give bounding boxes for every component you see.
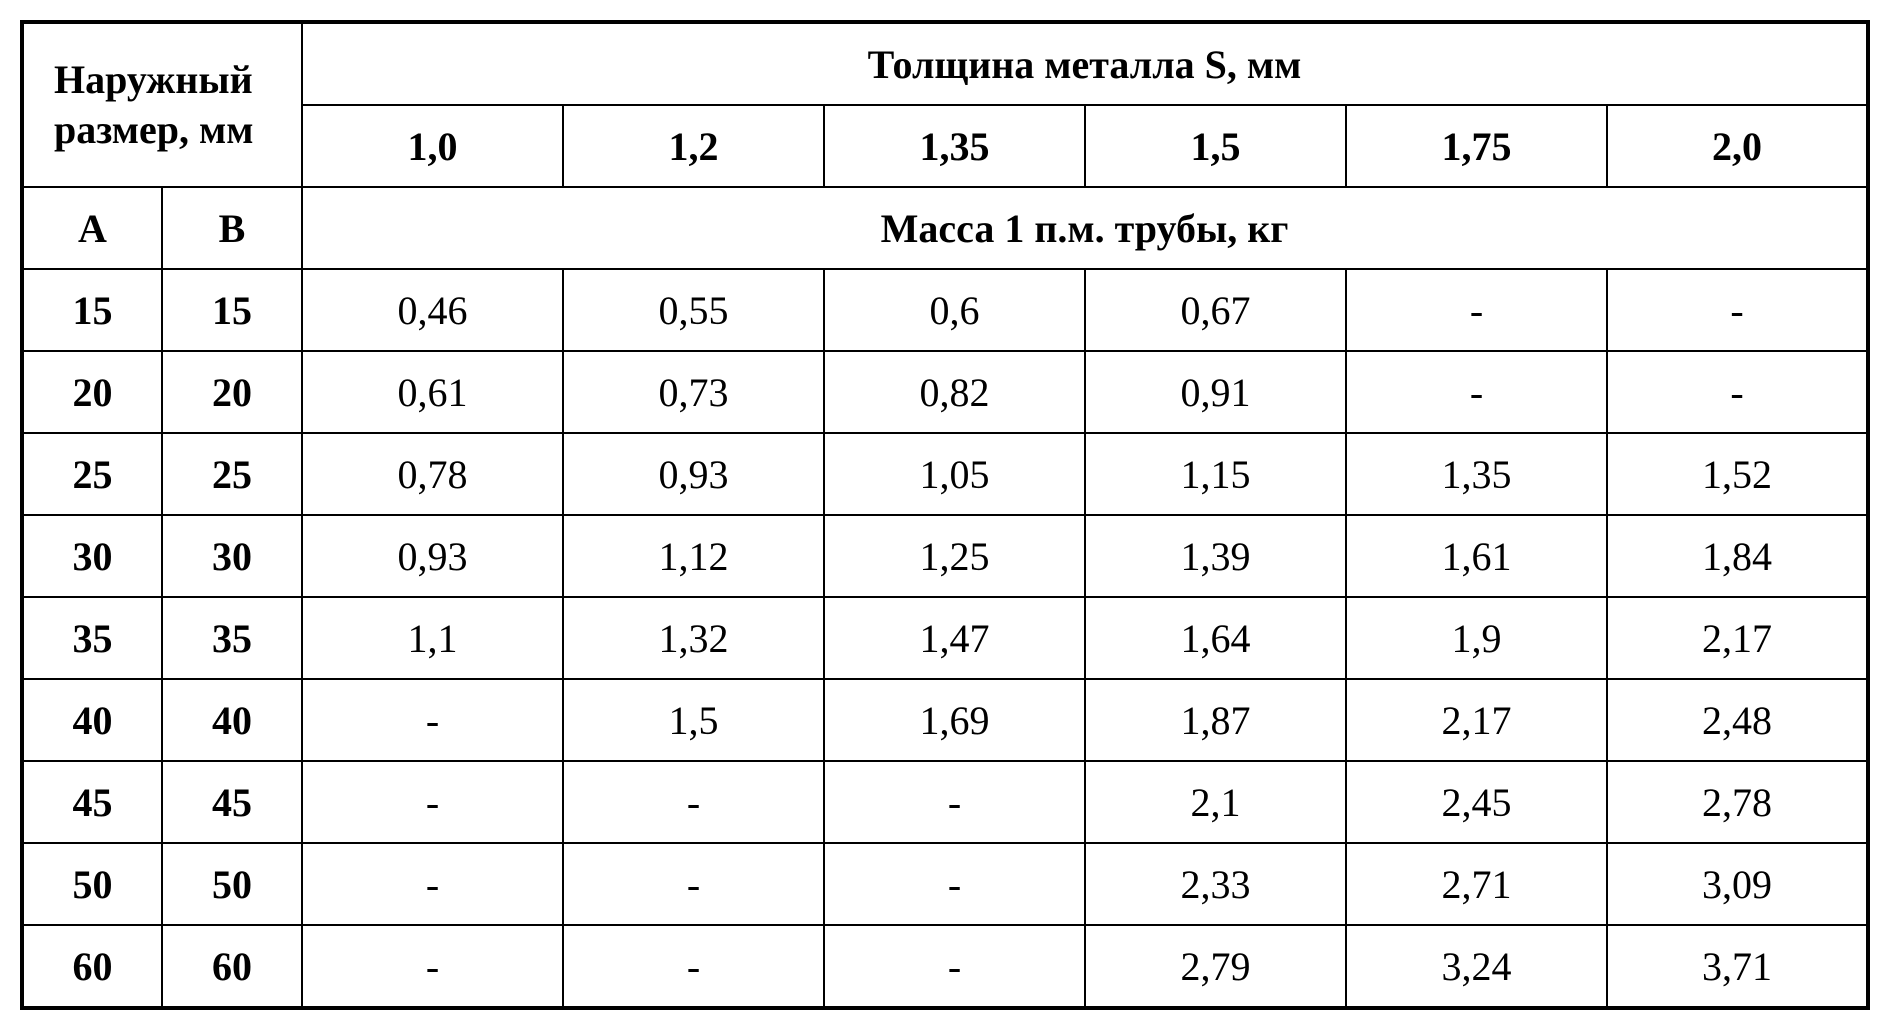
cell-value: 1,84 — [1607, 515, 1868, 597]
cell-value: 1,47 — [824, 597, 1085, 679]
cell-value: - — [563, 925, 824, 1008]
cell-a: 20 — [22, 351, 162, 433]
table-row: 4040-1,51,691,872,172,48 — [22, 679, 1868, 761]
cell-value: 0,67 — [1085, 269, 1346, 351]
cell-a: 35 — [22, 597, 162, 679]
cell-value: - — [1346, 351, 1607, 433]
cell-a: 60 — [22, 925, 162, 1008]
cell-value: - — [824, 843, 1085, 925]
cell-value: 1,15 — [1085, 433, 1346, 515]
cell-value: 2,45 — [1346, 761, 1607, 843]
table-row: 35351,11,321,471,641,92,17 — [22, 597, 1868, 679]
cell-b: 35 — [162, 597, 302, 679]
cell-value: 1,61 — [1346, 515, 1607, 597]
cell-a: 50 — [22, 843, 162, 925]
cell-b: 45 — [162, 761, 302, 843]
cell-b: 25 — [162, 433, 302, 515]
cell-value: 2,17 — [1607, 597, 1868, 679]
cell-value: 0,6 — [824, 269, 1085, 351]
cell-value: 3,24 — [1346, 925, 1607, 1008]
cell-value: 0,93 — [563, 433, 824, 515]
table-row: 25250,780,931,051,151,351,52 — [22, 433, 1868, 515]
cell-b: 20 — [162, 351, 302, 433]
cell-value: - — [302, 925, 563, 1008]
cell-b: 40 — [162, 679, 302, 761]
header-size: Наружныйразмер, мм — [22, 22, 302, 187]
header-thickness-value-3: 1,5 — [1085, 105, 1346, 187]
cell-value: - — [563, 761, 824, 843]
cell-value: 1,35 — [1346, 433, 1607, 515]
cell-value: 1,39 — [1085, 515, 1346, 597]
cell-value: - — [302, 761, 563, 843]
header-thickness-value-5: 2,0 — [1607, 105, 1868, 187]
cell-value: 0,73 — [563, 351, 824, 433]
cell-value: - — [302, 843, 563, 925]
cell-value: 1,12 — [563, 515, 824, 597]
cell-value: 3,71 — [1607, 925, 1868, 1008]
cell-value: 0,61 — [302, 351, 563, 433]
cell-value: 2,48 — [1607, 679, 1868, 761]
cell-value: 2,78 — [1607, 761, 1868, 843]
cell-b: 50 — [162, 843, 302, 925]
cell-value: 1,87 — [1085, 679, 1346, 761]
header-b: В — [162, 187, 302, 269]
cell-a: 45 — [22, 761, 162, 843]
cell-value: 1,32 — [563, 597, 824, 679]
cell-a: 15 — [22, 269, 162, 351]
cell-value: - — [824, 925, 1085, 1008]
cell-value: 0,78 — [302, 433, 563, 515]
cell-value: - — [824, 761, 1085, 843]
cell-value: 0,91 — [1085, 351, 1346, 433]
cell-a: 30 — [22, 515, 162, 597]
header-thickness-value-2: 1,35 — [824, 105, 1085, 187]
cell-value: 2,33 — [1085, 843, 1346, 925]
table-row: 6060---2,793,243,71 — [22, 925, 1868, 1008]
cell-value: 1,9 — [1346, 597, 1607, 679]
header-thickness: Толщина металла S, мм — [302, 22, 1868, 105]
table-row: 20200,610,730,820,91-- — [22, 351, 1868, 433]
cell-value: 2,71 — [1346, 843, 1607, 925]
cell-value: 0,93 — [302, 515, 563, 597]
header-thickness-value-4: 1,75 — [1346, 105, 1607, 187]
cell-value: 3,09 — [1607, 843, 1868, 925]
header-mass: Масса 1 п.м. трубы, кг — [302, 187, 1868, 269]
cell-b: 30 — [162, 515, 302, 597]
cell-value: - — [1607, 269, 1868, 351]
table-row: 30300,931,121,251,391,611,84 — [22, 515, 1868, 597]
header-a: А — [22, 187, 162, 269]
cell-value: 1,1 — [302, 597, 563, 679]
cell-value: - — [302, 679, 563, 761]
cell-value: 2,1 — [1085, 761, 1346, 843]
cell-value: 2,17 — [1346, 679, 1607, 761]
header-thickness-value-0: 1,0 — [302, 105, 563, 187]
cell-value: 1,64 — [1085, 597, 1346, 679]
cell-value: 1,69 — [824, 679, 1085, 761]
cell-value: 0,82 — [824, 351, 1085, 433]
table-row: 15150,460,550,60,67-- — [22, 269, 1868, 351]
cell-value: - — [1346, 269, 1607, 351]
cell-a: 40 — [22, 679, 162, 761]
pipe-mass-table: Наружныйразмер, ммТолщина металла S, мм1… — [20, 20, 1870, 1010]
cell-value: 1,25 — [824, 515, 1085, 597]
cell-value: 1,52 — [1607, 433, 1868, 515]
cell-value: 1,05 — [824, 433, 1085, 515]
cell-value: 0,46 — [302, 269, 563, 351]
cell-a: 25 — [22, 433, 162, 515]
cell-b: 15 — [162, 269, 302, 351]
cell-value: - — [1607, 351, 1868, 433]
header-thickness-value-1: 1,2 — [563, 105, 824, 187]
table-row: 5050---2,332,713,09 — [22, 843, 1868, 925]
cell-value: 1,5 — [563, 679, 824, 761]
table-row: 4545---2,12,452,78 — [22, 761, 1868, 843]
cell-value: 2,79 — [1085, 925, 1346, 1008]
cell-value: 0,55 — [563, 269, 824, 351]
cell-b: 60 — [162, 925, 302, 1008]
cell-value: - — [563, 843, 824, 925]
